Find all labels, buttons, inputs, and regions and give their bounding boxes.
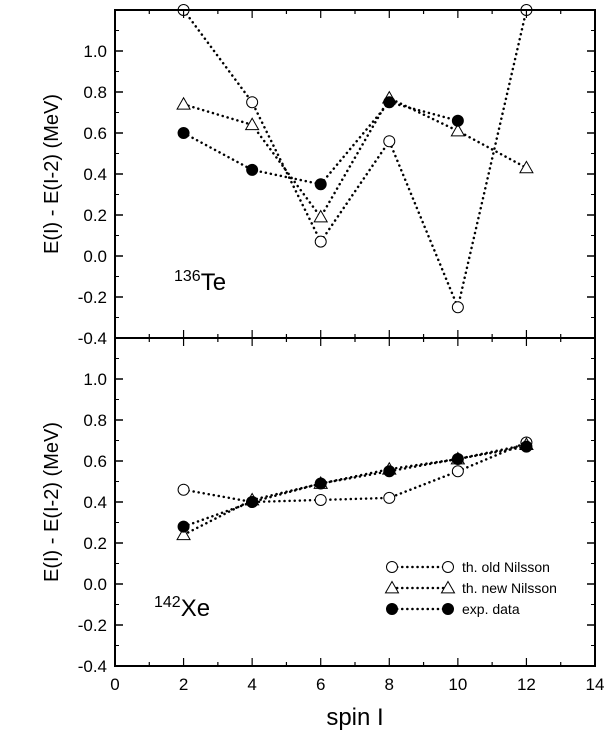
y-tick-label: 0.8 [83, 83, 107, 102]
top-panel-label: 136Te [174, 268, 226, 296]
point-open-circle [383, 135, 396, 148]
point-open-circle [451, 301, 464, 314]
legend-label: exp. data [462, 601, 520, 617]
legend: th. old Nilsson th. new Nilsson exp. data [384, 559, 557, 617]
point-filled-circle [451, 452, 464, 465]
series-line-filled-circle [182, 100, 460, 186]
y-tick-label: 1.0 [83, 42, 107, 61]
point-open-circle [314, 493, 327, 506]
bottom-series-lines [182, 441, 528, 537]
bottom-ticks: -0.4 -0.2 0.0 0.2 0.4 0.6 0.8 1.0 0 2 4 6 8 10 12 14 [78, 338, 605, 694]
panel-142xe: -0.4 -0.2 0.0 0.2 0.4 0.6 0.8 1.0 0 2 4 6 8 10 12 14 E(… [41, 338, 604, 694]
point-open-triangle [244, 117, 260, 131]
point-filled-circle [520, 440, 533, 453]
x-tick-label: 14 [586, 675, 605, 694]
bottom-panel-label-mass: 142 [154, 594, 181, 611]
top-ticks: -0.4 -0.2 0.0 0.2 0.4 0.6 0.8 1.0 [78, 10, 596, 348]
x-axis-title: spin I [326, 704, 383, 731]
top-panel-label-element: Te [201, 269, 226, 296]
bottom-panel-label-element: Xe [181, 595, 210, 622]
y-tick-label: -0.4 [78, 329, 107, 348]
point-filled-circle [246, 496, 259, 508]
panel-136te: -0.4 -0.2 0.0 0.2 0.4 0.6 0.8 1.0 E(I) - E(I-2)… [41, 4, 596, 348]
x-tick-label: 0 [110, 675, 119, 694]
series-line-filled-circle [182, 445, 528, 528]
point-open-circle [383, 491, 396, 504]
y-tick-label: -0.2 [78, 288, 107, 307]
point-open-circle [451, 465, 464, 478]
point-open-triangle [176, 527, 191, 541]
top-y-axis-title: E(I) - E(I-2) (MeV) [41, 94, 63, 254]
series-line-open-circle [182, 10, 528, 312]
x-tick-label: 12 [517, 675, 536, 694]
plot-frame [114, 9, 596, 667]
top-panel-label-mass: 136 [174, 268, 201, 285]
x-tick-label: 4 [247, 675, 256, 694]
x-tick-label: 8 [385, 675, 394, 694]
y-tick-label: 0.4 [83, 165, 107, 184]
top-series-lines [182, 10, 528, 312]
point-filled-circle [177, 520, 190, 533]
y-tick-label: 0.6 [83, 452, 107, 471]
point-filled-circle [451, 114, 464, 127]
y-tick-label: 0.2 [83, 534, 107, 553]
series-line-open-triangle [182, 443, 528, 537]
point-open-triangle [450, 123, 466, 137]
y-tick-label: 0.6 [83, 124, 107, 143]
y-tick-label: 1.0 [83, 370, 107, 389]
point-open-triangle [313, 209, 329, 223]
point-filled-circle [383, 465, 396, 478]
legend-marker-filled-circle [386, 603, 398, 615]
series-line-open-circle [182, 441, 528, 504]
y-tick-label: 0.8 [83, 411, 107, 430]
legend-label: th. old Nilsson [462, 559, 550, 575]
point-open-triangle [176, 96, 191, 110]
series-line-open-triangle [182, 96, 528, 220]
point-open-circle [246, 96, 259, 109]
x-tick-label: 10 [448, 675, 467, 694]
legend-marker-filled-circle [442, 603, 454, 615]
point-filled-circle [177, 127, 190, 139]
y-tick-label: -0.4 [78, 657, 107, 676]
point-filled-circle [383, 96, 396, 109]
point-filled-circle [246, 163, 259, 176]
point-open-circle [177, 483, 190, 496]
point-filled-circle [314, 477, 327, 490]
legend-marker-open-triangle [384, 580, 400, 594]
y-tick-label: -0.2 [78, 616, 107, 635]
legend-marker-open-triangle [440, 580, 456, 594]
bottom-panel-label: 142Xe [154, 594, 210, 622]
y-tick-label: 0.2 [83, 206, 107, 225]
bottom-y-axis-title: E(I) - E(I-2) (MeV) [41, 422, 63, 582]
legend-label: th. new Nilsson [462, 580, 557, 596]
point-open-triangle [519, 160, 534, 174]
bottom-markers [176, 436, 534, 541]
x-tick-label: 6 [316, 675, 325, 694]
y-tick-label: 0.0 [83, 575, 107, 594]
x-tick-label: 2 [179, 675, 188, 694]
top-markers [176, 4, 534, 314]
point-filled-circle [314, 178, 327, 191]
point-open-circle [314, 235, 327, 248]
legend-marker-open-circle [442, 561, 454, 573]
y-tick-label: 0.4 [83, 493, 107, 512]
legend-marker-open-circle [386, 561, 398, 573]
y-tick-label: 0.0 [83, 247, 107, 266]
